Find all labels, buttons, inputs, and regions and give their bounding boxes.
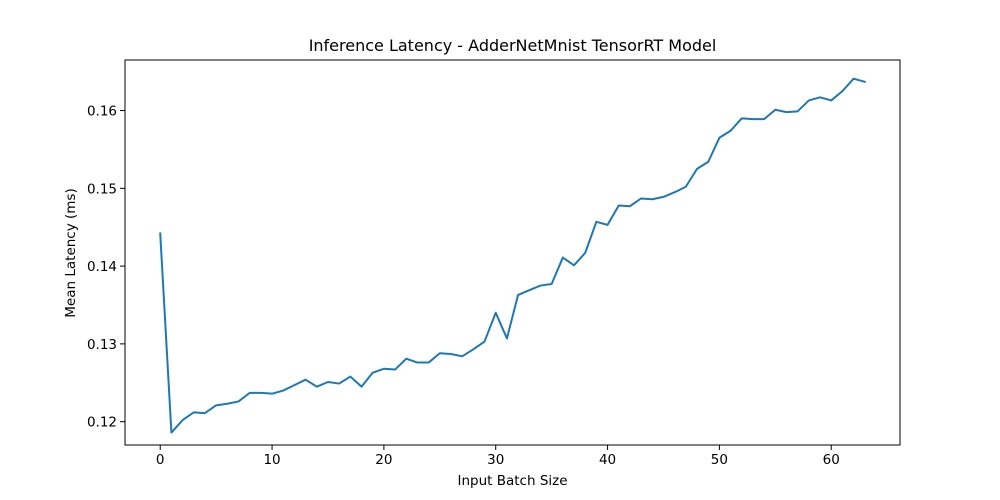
chart-title: Inference Latency - AdderNetMnist Tensor… [309,36,717,55]
x-tick-label: 0 [156,452,165,468]
y-axis-label: Mean Latency (ms) [63,188,79,317]
y-tick-label: 0.13 [87,337,117,353]
y-tick-label: 0.16 [87,104,117,120]
plot-area: 0 10 20 30 40 50 60 0.12 0.13 0.14 0.15 0.16 [87,59,901,468]
x-tick-label: 50 [711,452,728,468]
plot-frame [124,59,901,446]
x-tick-label: 10 [263,452,280,468]
y-tick-label: 0.15 [87,181,117,197]
x-tick-label: 30 [487,452,504,468]
x-axis-label: Input Batch Size [457,473,567,489]
y-tick-label: 0.14 [87,259,117,275]
x-tick-label: 40 [599,452,616,468]
x-tick-label: 60 [823,452,840,468]
y-tick-label: 0.12 [87,415,117,431]
series-line-0 [159,77,867,434]
x-tick-label: 20 [375,452,392,468]
